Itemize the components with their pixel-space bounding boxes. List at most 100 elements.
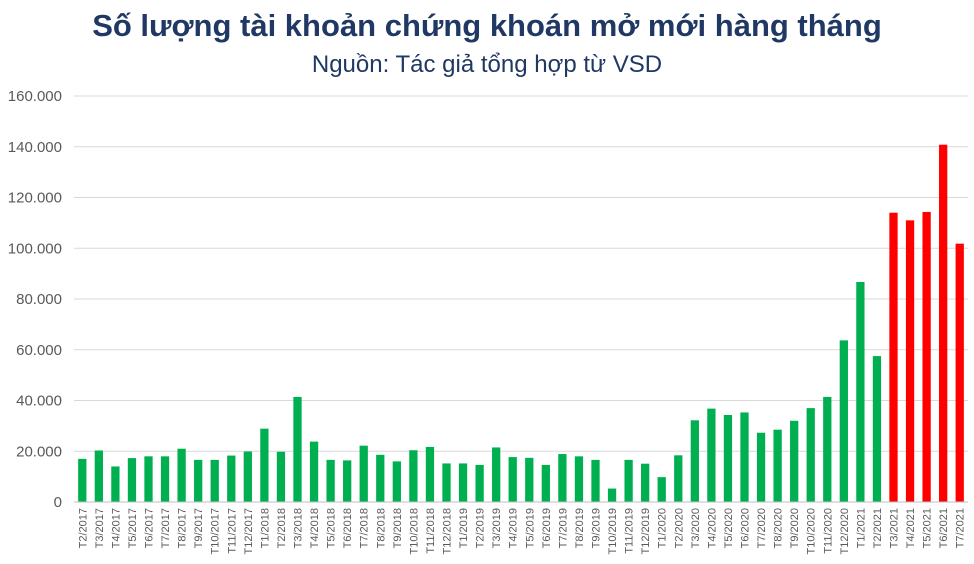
- bar-t5-2019: [525, 457, 534, 502]
- x-tick-label: T2/2021: [872, 508, 884, 548]
- bar-t11-2018: [425, 446, 435, 502]
- x-tick-label: T8/2017: [177, 508, 189, 548]
- bar-t4-2017: [111, 466, 120, 502]
- bar-t2-2017: [78, 458, 87, 502]
- x-tick-label: T1/2018: [259, 508, 271, 548]
- x-tick-label: T7/2019: [557, 508, 569, 548]
- bar-t6-2021: [939, 144, 948, 502]
- x-tick-label: T6/2018: [342, 508, 354, 548]
- bar-t3-2018: [293, 396, 302, 502]
- bar-t4-2021: [905, 220, 915, 502]
- x-tick-label: T7/2018: [359, 508, 371, 548]
- bar-t10-2020: [806, 408, 815, 502]
- bar-t12-2018: [442, 463, 451, 502]
- bar-t5-2017: [127, 458, 137, 502]
- x-tick-label: T5/2021: [922, 508, 934, 548]
- bar-t6-2019: [541, 464, 550, 502]
- bar-t2-2020: [674, 455, 683, 502]
- bar-t4-2018: [309, 441, 319, 502]
- bar-t6-2017: [144, 456, 153, 502]
- y-tick-label: 140.000: [8, 139, 62, 156]
- y-tick-label: 100.000: [8, 240, 62, 257]
- y-tick-label: 80.000: [16, 291, 62, 308]
- x-tick-label: T10/2018: [408, 508, 420, 554]
- x-axis-ticks: T2/2017 T3/2017 T4/2017 T5/2017 T6/2017 T7/20…: [77, 508, 966, 554]
- x-tick-label: T3/2019: [491, 508, 503, 548]
- y-tick-label: 20.000: [16, 443, 62, 460]
- bar-t12-2020: [839, 340, 848, 502]
- x-tick-label: T9/2017: [193, 508, 205, 548]
- bar-t11-2020: [823, 396, 832, 502]
- bar-t9-2019: [591, 459, 600, 502]
- x-tick-label: T9/2020: [789, 508, 801, 548]
- bar-t3-2017: [94, 450, 103, 502]
- x-tick-label: T5/2018: [326, 508, 338, 548]
- x-tick-label: T1/2019: [458, 508, 470, 548]
- x-tick-label: T8/2019: [574, 508, 586, 548]
- bar-t3-2020: [690, 420, 699, 502]
- chart-title: Số lượng tài khoản chứng khoán mở mới hà…: [92, 8, 882, 43]
- x-tick-label: T1/2020: [657, 508, 669, 548]
- y-tick-label: 0: [54, 494, 62, 511]
- bar-t7-2021: [955, 243, 964, 502]
- bar-t5-2018: [326, 459, 335, 502]
- bar-t10-2017: [210, 459, 219, 502]
- x-tick-label: T3/2020: [690, 508, 702, 548]
- bar-t10-2018: [409, 450, 418, 502]
- bar-t4-2020: [707, 408, 716, 502]
- bars: [78, 144, 964, 502]
- x-tick-label: T10/2020: [806, 508, 818, 554]
- x-tick-label: T2/2019: [475, 508, 487, 548]
- bar-t2-2019: [475, 464, 484, 502]
- bar-t10-2019: [607, 488, 617, 502]
- x-tick-label: T5/2020: [723, 508, 735, 548]
- x-tick-label: T2/2018: [276, 508, 288, 548]
- x-tick-label: T7/2020: [756, 508, 768, 548]
- bar-t8-2019: [574, 456, 584, 502]
- bar-t11-2017: [227, 455, 236, 502]
- bar-t2-2021: [872, 356, 882, 502]
- x-tick-label: T7/2021: [955, 508, 967, 548]
- x-tick-label: T2/2017: [77, 508, 89, 548]
- x-tick-label: T4/2019: [508, 508, 520, 548]
- x-tick-label: T11/2019: [624, 508, 636, 554]
- x-tick-label: T5/2017: [127, 508, 139, 548]
- chart-subtitle: Nguồn: Tác giả tổng hợp từ VSD: [311, 51, 663, 78]
- x-tick-label: T6/2020: [740, 508, 752, 548]
- x-tick-label: T4/2020: [706, 508, 718, 548]
- x-tick-label: T4/2017: [110, 508, 122, 548]
- x-tick-label: T6/2019: [541, 508, 553, 548]
- x-tick-label: T6/2017: [144, 508, 156, 548]
- bar-t9-2020: [790, 420, 799, 502]
- bar-t12-2017: [243, 451, 252, 502]
- bar-t11-2019: [624, 459, 633, 502]
- x-tick-label: T1/2021: [855, 508, 867, 548]
- bar-t7-2017: [160, 456, 170, 502]
- x-tick-label: T12/2017: [243, 508, 255, 554]
- x-tick-label: T8/2020: [773, 508, 785, 548]
- x-tick-label: T10/2017: [210, 508, 222, 554]
- bar-t7-2019: [558, 454, 567, 502]
- x-tick-label: T5/2019: [524, 508, 536, 548]
- x-tick-label: T11/2020: [822, 508, 834, 554]
- x-tick-label: T9/2018: [392, 508, 404, 548]
- y-tick-label: 120.000: [8, 190, 62, 207]
- x-tick-label: T11/2018: [425, 508, 437, 554]
- x-tick-label: T3/2017: [94, 508, 106, 548]
- x-tick-label: T8/2018: [375, 508, 387, 548]
- x-tick-label: T6/2021: [938, 508, 950, 548]
- bar-t12-2019: [641, 463, 650, 502]
- x-tick-label: T12/2018: [442, 508, 454, 554]
- y-tick-label: 40.000: [16, 393, 62, 410]
- x-tick-label: T7/2017: [160, 508, 172, 548]
- bar-t5-2020: [723, 414, 733, 502]
- x-tick-label: T9/2019: [591, 508, 603, 548]
- x-tick-label: T2/2020: [673, 508, 685, 548]
- y-tick-label: 160.000: [8, 88, 62, 105]
- bar-t5-2021: [922, 211, 931, 502]
- bar-t2-2018: [276, 451, 286, 502]
- x-tick-label: T4/2021: [905, 508, 917, 548]
- bar-t3-2019: [492, 447, 501, 502]
